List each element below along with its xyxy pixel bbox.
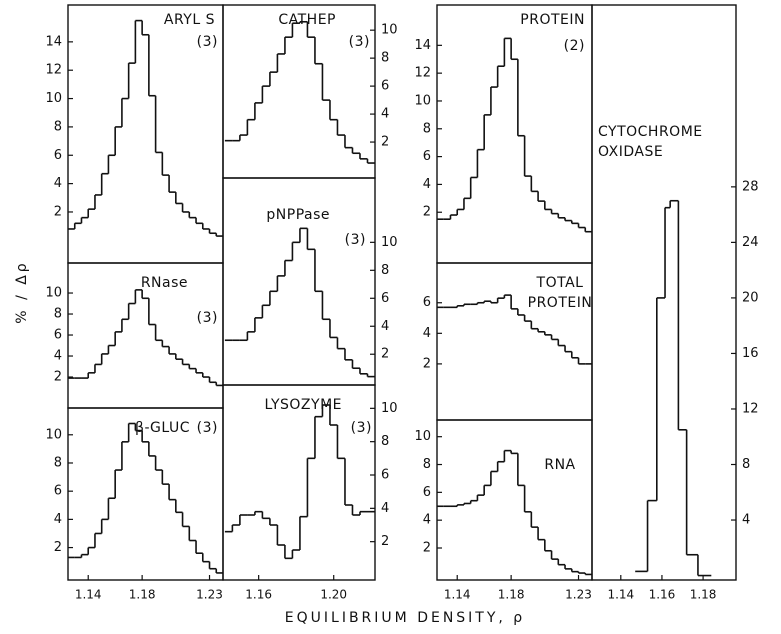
y-tick-label: 10 [414, 429, 431, 444]
y-tick-label: 4 [742, 513, 750, 528]
panel-label: RNA [544, 457, 575, 473]
y-tick-label: 8 [54, 119, 62, 134]
y-tick-label: 2 [423, 205, 431, 220]
y-tick-label: 4 [423, 177, 431, 192]
panel-label: β-GLUC [135, 420, 190, 436]
x-tick-label: 1.16 [649, 588, 676, 602]
y-tick-label: 16 [742, 346, 759, 361]
x-tick-label: 1.14 [444, 588, 471, 602]
y-tick-label: 6 [381, 291, 389, 306]
y-tick-label: 8 [54, 307, 62, 322]
y-tick-label: 10 [45, 286, 62, 301]
y-tick-label: 6 [423, 149, 431, 164]
y-tick-label: 24 [742, 235, 759, 250]
y-tick-label: 10 [381, 401, 398, 416]
panel-label: pNPPase [266, 207, 330, 223]
histogram-riser [80, 423, 218, 573]
histogram-riser [646, 200, 699, 576]
histogram-riser [239, 21, 369, 164]
x-tick-label: 1.20 [320, 588, 347, 602]
y-tick-label: 14 [45, 34, 62, 49]
y-tick-label: 8 [423, 457, 431, 472]
y-tick-label: 20 [742, 290, 759, 305]
x-tick-label: 1.23 [565, 588, 592, 602]
y-tick-label: 14 [414, 38, 431, 53]
y-tick-label: 2 [381, 347, 389, 362]
y-tick-label: 6 [423, 485, 431, 500]
y-tick-label: 6 [381, 79, 389, 94]
x-tick-label: 1.16 [245, 588, 272, 602]
y-tick-label: 2 [381, 135, 389, 150]
x-tick-label: 1.14 [607, 588, 634, 602]
y-tick-label: 4 [381, 107, 389, 122]
panel-note: (3) [197, 420, 218, 436]
y-tick-label: 4 [54, 349, 62, 364]
y-tick-label: 8 [381, 51, 389, 66]
y-tick-label: 10 [45, 427, 62, 442]
y-tick-label: 12 [414, 66, 431, 81]
histogram-riser [456, 450, 587, 575]
y-tick-label: 6 [381, 468, 389, 483]
x-tick-label: 1.18 [129, 588, 156, 602]
y-tick-label: 8 [742, 457, 750, 472]
y-tick-label: 4 [54, 512, 62, 527]
y-tick-label: 4 [423, 326, 431, 341]
y-tick-label: 10 [414, 93, 431, 108]
y-tick-label: 8 [54, 455, 62, 470]
y-tick-label: 10 [45, 91, 62, 106]
x-tick-label: 1.14 [75, 588, 102, 602]
panel-note: (2) [564, 38, 585, 54]
y-tick-label: 6 [423, 295, 431, 310]
histogram-riser [73, 20, 218, 237]
y-tick-label: 6 [54, 484, 62, 499]
histogram-riser [449, 38, 587, 232]
y-tick-label: 2 [423, 356, 431, 371]
y-tick-label: 8 [381, 263, 389, 278]
y-tick-label: 8 [423, 121, 431, 136]
y-tick-label: 12 [742, 401, 759, 416]
y-tick-label: 10 [381, 235, 398, 250]
y-tick-label: 4 [423, 513, 431, 528]
y-tick-label: 6 [54, 328, 62, 343]
y-tick-label: 2 [54, 204, 62, 219]
histogram-riser [231, 405, 361, 559]
y-tick-label: 2 [54, 370, 62, 385]
y-tick-label: 4 [381, 501, 389, 516]
panel-note: (3) [197, 34, 218, 50]
y-tick-label: 10 [381, 23, 398, 38]
x-axis-label: EQUILIBRIUM DENSITY, ρ [285, 610, 525, 626]
y-tick-label: 12 [45, 63, 62, 78]
panel-frame [591, 4, 737, 581]
x-tick-label: 1.18 [690, 588, 717, 602]
panel-frame [436, 419, 593, 581]
y-tick-label: 6 [54, 148, 62, 163]
histogram-riser [246, 228, 369, 377]
panel-label: TOTAL [536, 275, 584, 291]
y-axis-label: % / Δρ [14, 260, 30, 323]
panel-frame [222, 384, 376, 581]
y-tick-label: 4 [54, 176, 62, 191]
y-tick-label: 2 [381, 534, 389, 549]
panel-label: RNase [141, 275, 188, 291]
panel-note: (3) [349, 34, 370, 50]
panel-label: ARYL S [164, 12, 215, 28]
x-tick-label: 1.23 [196, 588, 223, 602]
panel-label: PROTEIN [520, 12, 585, 28]
y-tick-label: 2 [423, 541, 431, 556]
panel-label: CYTOCHROME [598, 124, 703, 140]
y-tick-label: 2 [54, 540, 62, 555]
panel-note: (3) [351, 420, 372, 436]
panel-note: (3) [197, 310, 218, 326]
y-tick-label: 8 [381, 434, 389, 449]
panel-note: (3) [345, 232, 366, 248]
y-tick-label: 4 [381, 319, 389, 334]
y-tick-label: 28 [742, 179, 759, 194]
panel-label: OXIDASE [598, 144, 663, 160]
histogram-riser [87, 289, 218, 386]
panel-label: PROTEIN [528, 295, 593, 311]
x-tick-label: 1.18 [498, 588, 525, 602]
